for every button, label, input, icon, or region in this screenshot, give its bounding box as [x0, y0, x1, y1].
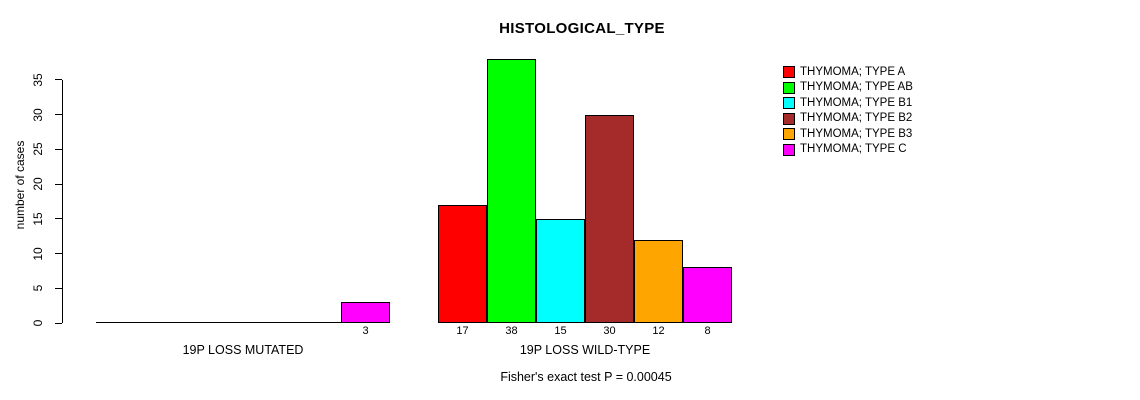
y-axis-tick-label: 30	[31, 107, 45, 122]
group-baseline	[438, 322, 732, 323]
bar-value-label: 12	[652, 325, 665, 337]
y-axis-tick	[55, 183, 62, 185]
x-category-label: 19P LOSS MUTATED	[182, 343, 304, 357]
bar-value-label: 17	[456, 325, 469, 337]
legend-label: THYMOMA; TYPE B1	[800, 96, 913, 109]
y-axis-tick-label: 20	[31, 177, 45, 191]
bar-19p-loss-wild-type-thymoma-type-b2	[585, 114, 634, 323]
y-axis-tick-label: 5	[31, 284, 45, 292]
bar-value-label: 15	[554, 325, 567, 337]
bar-19p-loss-wild-type-thymoma-type-c	[683, 267, 732, 323]
legend-label: THYMOMA; TYPE B3	[800, 127, 913, 140]
y-axis-tick	[55, 79, 62, 81]
bar-19p-loss-wild-type-thymoma-type-ab	[487, 58, 536, 323]
y-axis-tick-label: 15	[31, 212, 45, 226]
bar-19p-loss-wild-type-thymoma-type-b3	[634, 239, 683, 323]
legend-label: THYMOMA; TYPE B2	[800, 112, 913, 124]
y-axis-tick	[55, 218, 62, 220]
legend-label: THYMOMA; TYPE A	[800, 65, 906, 78]
y-axis-label: number of cases	[13, 140, 27, 230]
bar-value-label: 38	[505, 325, 518, 337]
y-axis-tick	[55, 114, 62, 115]
y-axis-line	[62, 79, 63, 324]
bar-value-label: 3	[362, 325, 369, 337]
y-axis-tick-label: 10	[31, 246, 45, 261]
legend-swatch-thymoma-type-b1	[783, 97, 795, 109]
y-axis-tick-label: 35	[31, 73, 45, 87]
y-axis-tick-label: 25	[31, 142, 45, 156]
legend-swatch-thymoma-type-a	[783, 66, 795, 78]
bar-value-label: 8	[704, 325, 711, 337]
chart-title: HISTOLOGICAL_TYPE	[499, 20, 665, 37]
legend-swatch-thymoma-type-ab	[783, 81, 795, 94]
legend-swatch-thymoma-type-b3	[783, 128, 795, 140]
legend-swatch-thymoma-type-c	[783, 143, 795, 156]
y-axis-tick	[55, 253, 62, 254]
bar-19p-loss-wild-type-thymoma-type-a	[438, 204, 487, 323]
y-axis-tick-label: 0	[31, 319, 45, 327]
bar-value-label: 30	[603, 325, 616, 337]
legend-label: THYMOMA; TYPE C	[800, 143, 907, 155]
legend-swatch-thymoma-type-b2	[783, 112, 795, 125]
y-axis-tick	[55, 287, 62, 289]
p-value-annotation: Fisher's exact test P = 0.00045	[500, 370, 672, 384]
y-axis-tick	[55, 148, 62, 150]
group-baseline	[96, 322, 390, 323]
y-axis-tick	[55, 322, 62, 324]
x-category-label: 19P LOSS WILD-TYPE	[519, 343, 651, 357]
bar-19p-loss-wild-type-thymoma-type-b1	[536, 218, 585, 324]
bar-19p-loss-mutated-thymoma-type-c	[341, 302, 390, 323]
legend-label: THYMOMA; TYPE AB	[800, 81, 913, 93]
